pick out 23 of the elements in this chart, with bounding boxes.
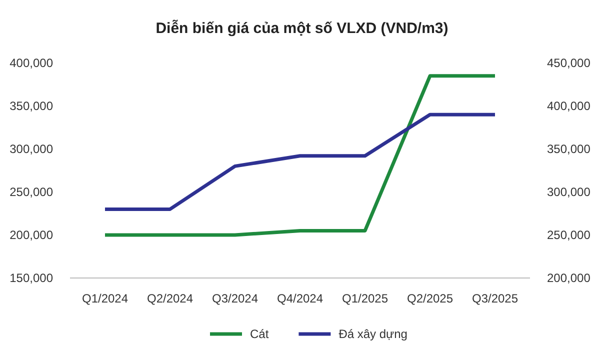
- y2-tick-label: 450,000: [547, 56, 591, 70]
- y-tick-label: 150,000: [10, 270, 54, 285]
- y-tick-label: 200,000: [10, 228, 54, 242]
- y-tick-label: 400,000: [10, 56, 54, 70]
- y2-tick-label: 300,000: [547, 184, 591, 199]
- x-tick-label: Q1/2024: [82, 292, 128, 306]
- x-tick-label: Q2/2024: [146, 292, 194, 306]
- x-tick-label: Q1/2025: [342, 292, 388, 306]
- y-tick-label: 250,000: [10, 184, 54, 199]
- chart-title: Diễn biến giá của một số VLXD (VND/m3): [156, 19, 448, 37]
- x-tick-label: Q2/2025: [406, 292, 454, 306]
- legend-label: Đá xây dựng: [338, 327, 408, 341]
- y2-tick-label: 200,000: [547, 270, 591, 285]
- y2-tick-label: 250,000: [547, 228, 591, 242]
- legend-label: Cát: [250, 327, 270, 341]
- y2-tick-label: 350,000: [547, 142, 591, 156]
- y2-tick-label: 400,000: [547, 98, 591, 113]
- line-series: [103, 112, 497, 211]
- y-tick-label: 350,000: [10, 98, 54, 113]
- y-tick-label: 300,000: [10, 142, 54, 156]
- x-tick-label: Q4/2024: [276, 292, 324, 306]
- x-tick-label: Q3/2024: [212, 292, 258, 306]
- x-tick-label: Q3/2025: [472, 292, 518, 306]
